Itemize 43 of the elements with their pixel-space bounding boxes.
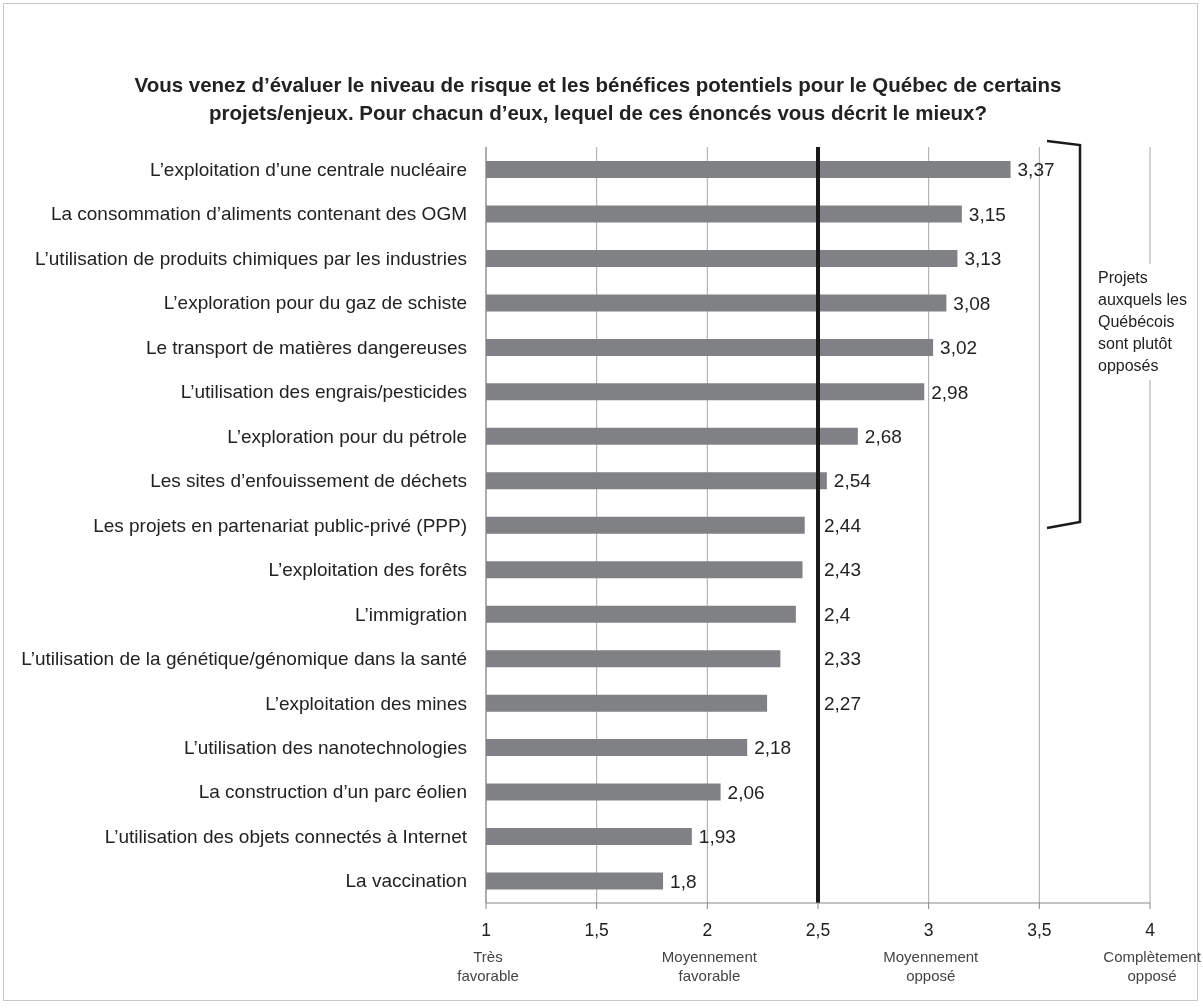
- x-tick-label: 4 Complètement opposé: [1099, 920, 1202, 984]
- x-tick-label: 3 Moyennement opposé: [879, 920, 980, 984]
- y-tick-label: L’utilisation des nanotechnologies: [183, 737, 467, 758]
- y-tick-label: L’exploitation d’une centrale nucléaire: [150, 158, 467, 180]
- y-tick-label: L’utilisation de la génétique/génomique dans la santé: [21, 648, 467, 670]
- annotation: Projets auxquels les Québécois sont plutôt opposés: [1098, 264, 1194, 380]
- y-tick-label: La vaccination: [345, 870, 467, 892]
- y-tick-label: Le transport de matières dangereuses: [145, 336, 467, 358]
- y-tick-label: L’exploitation des mines: [265, 692, 467, 714]
- data-label: 2,68: [864, 425, 902, 447]
- x-tick-label: 1,5: [584, 920, 609, 940]
- data-label: 2,18: [754, 737, 792, 759]
- data-label: 3,02: [940, 337, 978, 359]
- y-tick-label: Les projets en partenariat public-privé (PPP): [93, 514, 467, 536]
- y-tick-label: L’exploration pour du gaz de schiste: [163, 292, 467, 314]
- y-tick-label: Les sites d’enfouissement de déchets: [150, 470, 467, 492]
- data-label: 2,98: [931, 381, 969, 403]
- chart-title: Vous venez d’évaluer le niveau de risque et les bénéfices potentiels pour le Québec de certains projets/enjeux. Pour chacun d’eux, lequel de ces énoncés vous décrit le mieux?: [133, 72, 1063, 126]
- data-label: 1,93: [698, 826, 736, 848]
- data-label: 2,44: [824, 514, 862, 536]
- x-tick-label: 1 Très favorable: [453, 920, 519, 984]
- x-tick-label: 2 Moyennement favorable: [657, 920, 758, 984]
- x-tick-label: 2,5: [805, 920, 831, 940]
- data-label: 3,13: [964, 248, 1002, 270]
- data-label: 1,8: [670, 870, 697, 892]
- data-label: 3,37: [1017, 159, 1055, 181]
- data-label: 2,4: [824, 603, 851, 625]
- data-label: 2,43: [824, 559, 861, 581]
- y-tick-label: L’immigration: [355, 603, 467, 625]
- data-label: 2,27: [824, 692, 861, 714]
- y-tick-label: L’utilisation des engrais/pesticides: [180, 381, 467, 403]
- data-label: 3,08: [953, 292, 991, 314]
- y-tick-label: L’utilisation des objets connectés à Internet: [104, 825, 468, 847]
- y-tick-label: La construction d’un parc éolien: [198, 781, 467, 803]
- data-label: 2,33: [824, 648, 861, 670]
- y-tick-label: L’exploration pour du pétrole: [227, 425, 467, 447]
- y-tick-label: L’exploitation des forêts: [268, 559, 467, 581]
- y-tick-label: L’utilisation de produits chimiques par les industries: [35, 247, 467, 269]
- data-label: 3,15: [968, 203, 1006, 225]
- y-tick-label: La consommation d’aliments contenant des OGM: [50, 203, 467, 225]
- data-label: 2,06: [727, 781, 765, 803]
- data-label: 2,54: [833, 470, 872, 492]
- x-tick-label: 3,5: [1027, 920, 1052, 940]
